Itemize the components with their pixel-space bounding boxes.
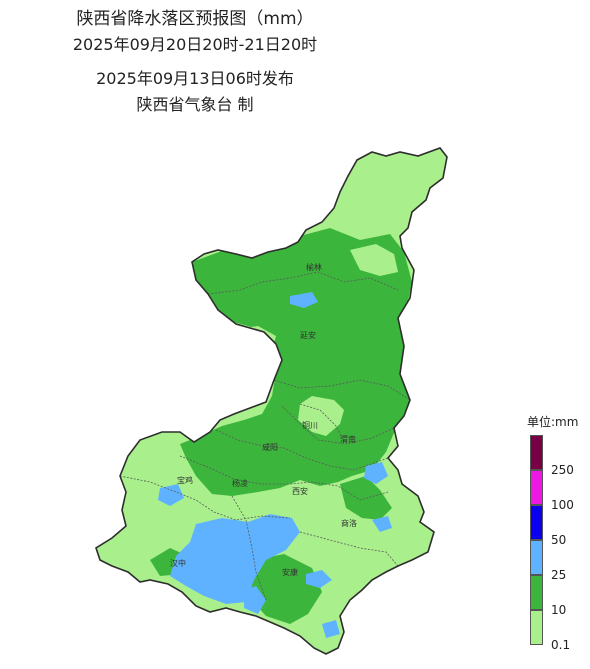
producer: 陕西省气象台 制	[136, 95, 254, 114]
city-label-weinan: 渭南	[340, 434, 356, 444]
legend-swatch	[530, 435, 543, 470]
legend-label: 50	[551, 533, 567, 547]
city-label-hanzhong: 汉中	[170, 558, 186, 568]
city-label-ankang: 安康	[282, 567, 298, 577]
city-label-shangluo: 商洛	[341, 518, 357, 528]
city-label-xianyang: 咸阳	[262, 442, 278, 452]
city-label-tongchuan: 铜川	[302, 420, 318, 430]
legend-swatch	[530, 610, 543, 645]
legend-title: 单位:mm	[527, 415, 579, 429]
city-label-yangling: 杨凌	[232, 478, 248, 488]
legend-label: 25	[551, 568, 567, 582]
city-label-yanan: 延安	[300, 330, 316, 340]
prefecture-boundaries	[119, 271, 411, 601]
map-title: 陕西省降水落区预报图（mm）	[76, 9, 314, 29]
map-title-block: 陕西省降水落区预报图（mm） 2025年09月20日20时-21日20时 202…	[0, 6, 390, 118]
legend-label: 100	[551, 498, 574, 512]
legend-label: 10	[551, 603, 567, 617]
city-label-xian: 西安	[292, 486, 308, 496]
city-label-yulin: 榆林	[306, 262, 322, 272]
legend-swatch	[530, 575, 543, 610]
issue-time: 2025年09月13日06时发布	[96, 69, 294, 88]
legend-swatch	[530, 505, 543, 540]
forecast-period: 2025年09月20日20时-21日20时	[72, 35, 318, 54]
legend-swatch	[530, 540, 543, 575]
legend-label: 0.1	[551, 638, 571, 652]
legend-swatch	[530, 470, 543, 505]
rain-fill-layer	[96, 148, 447, 654]
legend-label: 250	[551, 463, 574, 477]
city-label-baoji: 宝鸡	[177, 475, 193, 485]
